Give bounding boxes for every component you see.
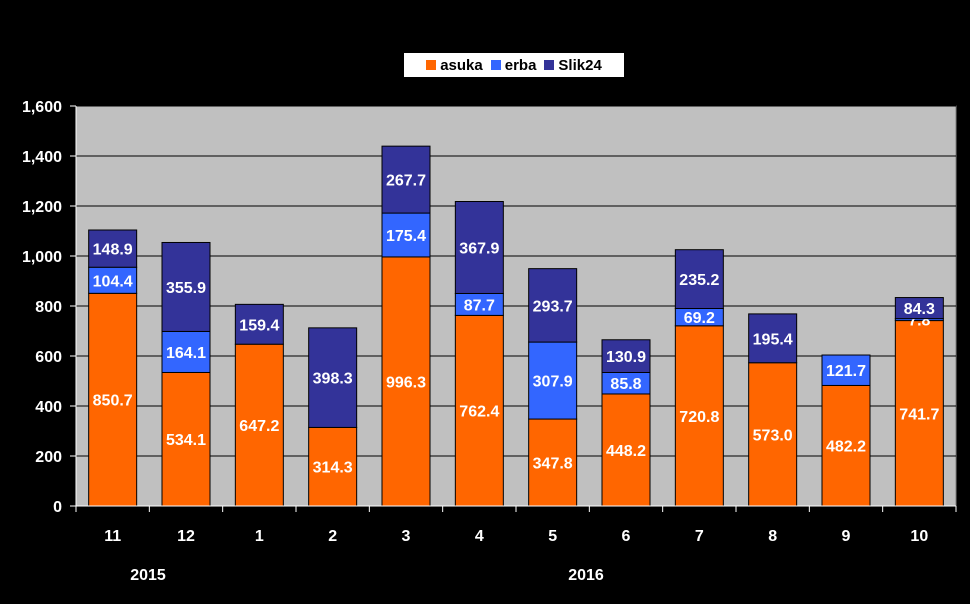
data-label: 195.4 (753, 331, 793, 348)
gridlines (76, 105, 956, 457)
legend: asuka erba Slik24 (403, 52, 625, 78)
data-label: 84.3 (904, 301, 935, 318)
data-label: 164.1 (166, 345, 206, 362)
data-label: 448.2 (606, 443, 646, 460)
bars: 850.7 104.4 148.9 534.1 164.1 355.9 647.2 159.4… (88, 145, 944, 507)
data-label: 367.9 (459, 240, 499, 257)
y-tick-label: 400 (35, 399, 62, 416)
bar-segment-asuka (88, 292, 138, 507)
x-tick-label: 3 (402, 528, 411, 545)
data-label: 996.3 (386, 374, 426, 391)
y-tick-label: 1,200 (22, 199, 62, 216)
bar-segment-erba (88, 266, 138, 294)
y-tick-label: 1,400 (22, 149, 62, 166)
year-label: 2015 (130, 567, 166, 584)
y-tick-label: 1,600 (22, 99, 62, 116)
x-tick-label: 2 (328, 528, 337, 545)
y-tick-label: 600 (35, 349, 62, 366)
bar-segment-erba (528, 341, 578, 420)
bar-segment-slik24 (234, 303, 284, 345)
y-tick-label: 800 (35, 299, 62, 316)
data-label: 148.9 (93, 242, 133, 259)
x-tick-label: 11 (104, 528, 121, 545)
y-tick-label: 200 (35, 449, 62, 466)
bar-segment-asuka (161, 371, 211, 507)
bar-segment-slik24 (381, 145, 431, 214)
data-label: 573.0 (753, 427, 793, 444)
bar-segment-erba (381, 212, 431, 258)
data-label: 307.9 (533, 374, 573, 391)
data-label: 159.4 (239, 317, 279, 334)
x-tick-label: 9 (842, 528, 851, 545)
legend-swatch-asuka (426, 60, 437, 70)
legend-label-slik24: Slik24 (558, 56, 602, 74)
bar-segment-erba (821, 354, 871, 386)
data-label: 347.8 (533, 456, 573, 473)
legend-item-slik24: Slik24 (544, 56, 602, 74)
bar-segment-slik24 (894, 297, 944, 320)
data-label: 85.8 (610, 376, 641, 393)
data-label: 534.1 (166, 432, 206, 449)
x-tick-label: 10 (910, 528, 928, 545)
year-label: 2016 (568, 567, 604, 584)
data-label: 104.4 (93, 273, 133, 290)
x-axis: 11 12 1 2 3 4 5 6 7 8 9 10 (75, 505, 957, 545)
bar-segment-slik24 (308, 327, 358, 428)
data-label: 850.7 (93, 393, 133, 410)
bar-segment-slik24 (528, 268, 578, 343)
bar-segment-asuka (381, 256, 431, 507)
data-label: 720.8 (679, 409, 719, 426)
year-labels: 2015 2016 (130, 567, 604, 584)
x-tick-label: 8 (768, 528, 777, 545)
x-tick-label: 6 (622, 528, 631, 545)
data-label: 482.2 (826, 439, 866, 456)
data-label: 293.7 (533, 298, 573, 315)
x-tick-label: 7 (695, 528, 704, 545)
bar-segment-slik24 (88, 229, 138, 268)
y-tick-label: 0 (53, 499, 62, 516)
legend-swatch-erba (490, 60, 501, 70)
x-tick-label: 1 (255, 528, 264, 545)
legend-label-asuka: asuka (440, 56, 483, 74)
bar-segment-slik24 (161, 241, 211, 332)
data-label: 130.9 (606, 349, 646, 366)
bar-segment-asuka (748, 362, 798, 507)
data-label: 355.9 (166, 280, 206, 297)
bar-segment-asuka (234, 343, 284, 507)
data-label: 741.7 (899, 406, 939, 423)
data-label: 314.3 (313, 460, 353, 477)
data-label: 175.4 (386, 228, 426, 245)
data-label: 762.4 (459, 404, 499, 421)
bar-segment-slik24 (748, 313, 798, 364)
bar-segment-slik24 (674, 249, 724, 309)
data-label: 235.2 (679, 272, 719, 289)
legend-item-asuka: asuka (426, 57, 483, 74)
data-label: 69.2 (684, 310, 715, 327)
x-tick-label: 5 (548, 528, 557, 545)
bar-segment-asuka (454, 314, 504, 507)
legend-item-erba: erba (490, 56, 537, 74)
legend-swatch-slik24 (544, 60, 555, 70)
data-label: 87.7 (464, 297, 495, 314)
y-axis: 0 200 400 600 800 1,000 1,200 1,400 1,600 (22, 99, 77, 516)
x-tick-label: 4 (475, 528, 484, 545)
data-label: 398.3 (313, 371, 353, 388)
legend-label-erba: erba (504, 56, 537, 74)
bar-segment-slik24 (454, 201, 504, 294)
y-tick-label: 1,000 (22, 249, 62, 266)
data-label: 267.7 (386, 173, 426, 190)
bar-segment-slik24 (601, 339, 651, 373)
bar-segment-erba (161, 330, 211, 373)
data-label: 121.7 (826, 363, 866, 380)
x-tick-label: 12 (177, 528, 195, 545)
data-label: 647.2 (239, 418, 279, 435)
